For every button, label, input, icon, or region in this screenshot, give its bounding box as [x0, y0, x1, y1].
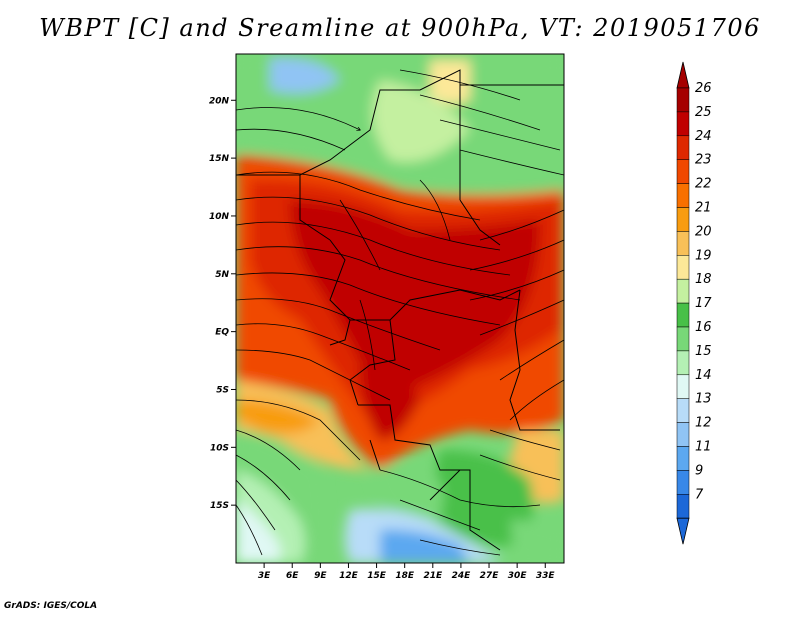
lon-tick-label: 9E [314, 571, 327, 581]
colorbar-label: 18 [695, 272, 712, 287]
lat-tick-label: 15N [209, 154, 230, 164]
lat-tick-label: 20N [209, 96, 230, 106]
lat-tick-label: 10N [209, 212, 230, 222]
lat-tick-label: 10S [210, 443, 229, 453]
colorbar-label: 16 [695, 320, 712, 335]
colorbar-label: 22 [695, 177, 712, 192]
lon-tick-label: 3E [258, 571, 271, 581]
colorbar-segment [676, 326, 690, 352]
colorbar-label: 9 [695, 463, 703, 478]
lon-tick-label: 27E [480, 571, 500, 581]
colorbar-label: 21 [695, 201, 712, 216]
lon-tick-label: 6E [286, 571, 299, 581]
streamlines [236, 69, 564, 556]
colorbar-label: 26 [695, 81, 712, 96]
colorbar-label: 19 [695, 248, 712, 263]
colorbar-segment [676, 398, 690, 423]
lat-tick-label: EQ [215, 328, 229, 338]
colorbar-segment [676, 278, 690, 304]
colorbar-label: 25 [695, 105, 712, 120]
lon-tick-label: 33E [536, 571, 556, 581]
colorbar-segment [676, 446, 690, 471]
lat-tick-label: 5N [215, 270, 229, 280]
longitude-axis: 3E 6E 9E 12E 15E 18E 21E 24E 27E 30E 33E [258, 563, 556, 581]
colorbar-label: 17 [695, 296, 712, 311]
lon-tick-label: 12E [339, 571, 359, 581]
lon-tick-label: 24E [452, 571, 472, 581]
colorbar-label: 20 [695, 224, 712, 239]
colorbar-label: 13 [695, 392, 712, 407]
colorbar-segment [676, 422, 690, 447]
chart-title: WBPT [C] and Sreamline at 900hPa, VT: 20… [39, 14, 761, 42]
colorbar-segment [676, 302, 690, 328]
map-frame [235, 53, 565, 564]
colorbar-label: 7 [695, 487, 704, 502]
colorbar-segment [676, 255, 690, 280]
colorbar-segment [676, 87, 690, 113]
colorbar-bottom-arrow [676, 517, 690, 545]
colorbar-segment [676, 183, 690, 208]
colorbar-label: 24 [695, 129, 712, 144]
colorbar-segment [676, 111, 690, 137]
lon-tick-label: 21E [423, 571, 443, 581]
colorbar-label: 11 [695, 440, 712, 455]
colorbar-top-arrow [676, 61, 690, 89]
colorbar-segment [676, 231, 690, 256]
colorbar-segment [676, 494, 690, 519]
colorbar-label: 15 [695, 344, 712, 359]
wbpt-shading [236, 54, 564, 563]
colorbar-segment [676, 159, 690, 184]
lat-tick-label: 15S [210, 501, 229, 511]
latitude-axis: 20N 15N 10N 5N EQ 5S 10S 15S [209, 96, 236, 511]
colorbar-segment [676, 470, 690, 495]
lon-tick-label: 15E [367, 571, 387, 581]
colorbar-label: 12 [695, 416, 712, 431]
colorbar-segment [676, 374, 690, 399]
colorbar-segment [676, 350, 690, 376]
colorbar-segment [676, 207, 690, 232]
lon-tick-label: 18E [395, 571, 415, 581]
colorbar-label: 23 [695, 153, 712, 168]
colorbar: 26 25 24 23 22 21 20 19 18 17 16 15 14 13 12 11 9 7 [676, 61, 712, 545]
colorbar-segment [676, 135, 690, 160]
country-borders [236, 69, 564, 551]
lat-tick-label: 5S [216, 385, 229, 395]
lon-tick-label: 30E [508, 571, 528, 581]
grads-credit: GrADS: IGES/COLA [4, 601, 98, 611]
colorbar-label: 14 [695, 368, 712, 383]
